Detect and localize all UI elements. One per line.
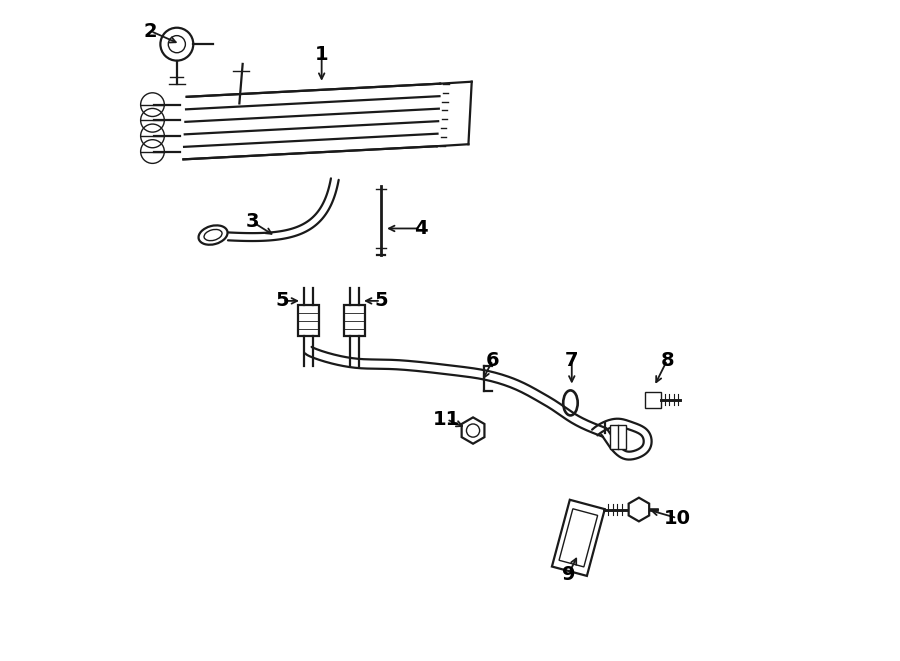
Bar xyxy=(552,500,605,576)
Text: 9: 9 xyxy=(562,564,575,584)
Text: 7: 7 xyxy=(565,350,579,369)
Text: 3: 3 xyxy=(246,212,259,231)
Bar xyxy=(344,305,365,336)
Bar xyxy=(298,305,319,336)
Text: 6: 6 xyxy=(486,350,500,369)
Bar xyxy=(559,509,598,567)
Text: 5: 5 xyxy=(374,292,388,311)
Bar xyxy=(644,392,661,408)
Text: 8: 8 xyxy=(661,350,674,369)
Bar xyxy=(610,425,626,449)
Text: 2: 2 xyxy=(144,22,158,40)
Text: 10: 10 xyxy=(663,508,690,527)
Text: 11: 11 xyxy=(433,410,460,429)
Text: 1: 1 xyxy=(315,44,328,63)
Text: 5: 5 xyxy=(275,292,289,311)
Text: 4: 4 xyxy=(414,219,427,238)
